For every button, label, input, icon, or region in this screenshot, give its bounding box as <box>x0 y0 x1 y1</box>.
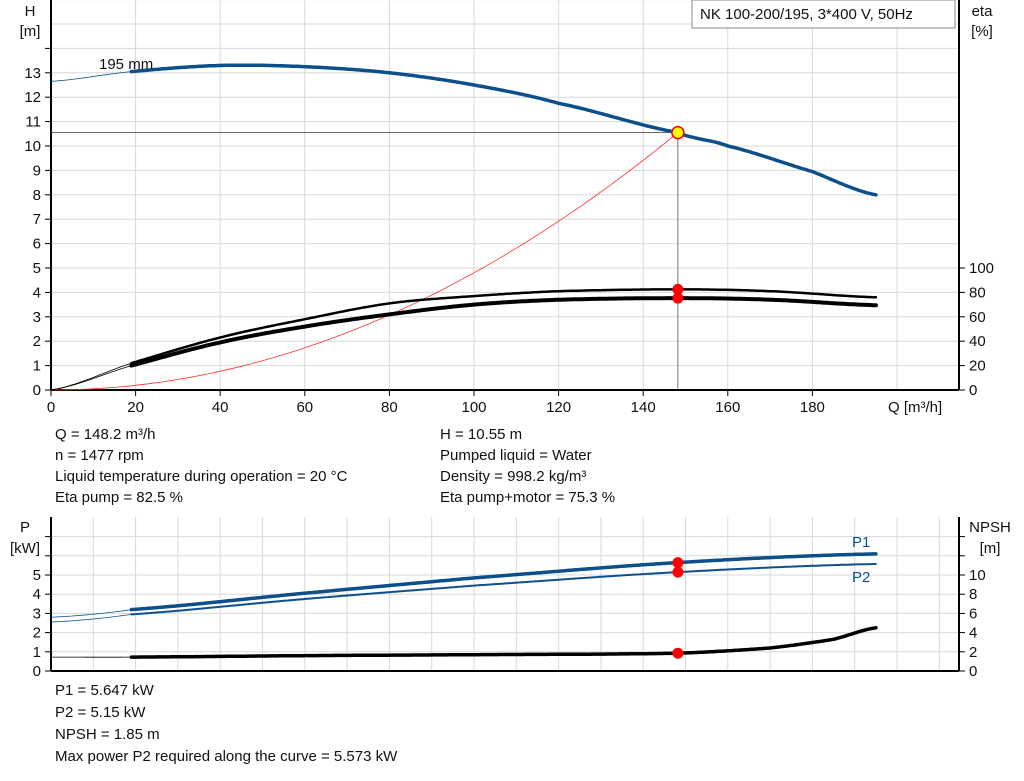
y-tick-label-right: 6 <box>969 605 977 622</box>
y-tick-label-right: 60 <box>969 309 986 326</box>
y-tick-label-left: 12 <box>24 89 41 106</box>
x-axis-label: Q [m³/h] <box>888 399 942 416</box>
eta-pump-motor-curve-extrapolated <box>50 365 132 391</box>
p2-label: P2 <box>852 569 870 586</box>
npsh-marker <box>672 647 684 659</box>
p1-curve <box>129 552 878 612</box>
y-tick-label-left: 4 <box>33 586 41 603</box>
p2-marker <box>672 566 684 578</box>
y-tick-label-left: 0 <box>33 382 41 399</box>
title-text: NK 100-200/195, 3*400 V, 50Hz <box>700 6 913 23</box>
y-tick-label-right: 80 <box>969 284 986 301</box>
y-tick-label-left: 10 <box>24 138 41 155</box>
info-temperature: Liquid temperature during operation = 20… <box>55 468 348 485</box>
p1-curve-extrapolated <box>50 609 132 618</box>
y-tick-label-left: 3 <box>33 309 41 326</box>
info-p2: P2 = 5.15 kW <box>55 704 146 721</box>
x-tick-label: 40 <box>212 399 229 416</box>
eta-pump-curve-extrapolated <box>50 362 132 391</box>
y-tick-label-left: 7 <box>33 211 41 228</box>
y-tick-label-left: 5 <box>33 567 41 584</box>
info-top-right: H = 10.55 m Pumped liquid = Water Densit… <box>440 424 615 508</box>
y-tick-label-left: 11 <box>25 114 41 131</box>
x-tick-label: 180 <box>800 399 825 416</box>
info-top-left: Q = 148.2 m³/h n = 1477 rpm Liquid tempe… <box>55 424 347 508</box>
y-tick-label-right: 10 <box>969 567 986 584</box>
duty-point-marker <box>671 125 685 140</box>
y-tick-label-left: 2 <box>33 333 41 350</box>
info-flow: Q = 148.2 m³/h <box>55 426 156 443</box>
y-axis-label-left: H <box>25 3 36 20</box>
y-tick-label-left: 2 <box>33 625 41 642</box>
y-tick-label-right: 100 <box>969 260 994 277</box>
p2-curve-extrapolated <box>50 614 132 623</box>
y-tick-label-left: 8 <box>33 187 41 204</box>
y-tick-label-left: 1 <box>33 358 41 375</box>
info-p1: P1 = 5.647 kW <box>55 682 154 699</box>
info-density: Density = 998.2 kg/m³ <box>440 468 587 485</box>
y-tick-label-right: 0 <box>969 382 977 399</box>
info-speed: n = 1477 rpm <box>55 447 144 464</box>
p2-curve <box>130 563 877 616</box>
y-tick-label-right: 2 <box>969 644 977 661</box>
y-tick-label-left: 13 <box>24 65 41 82</box>
y-tick-label-right: 40 <box>969 333 986 350</box>
y-tick-label-right: 20 <box>969 358 986 375</box>
x-tick-label: 80 <box>381 399 398 416</box>
y-axis-unit-right: [%] <box>971 23 993 40</box>
x-tick-label: 120 <box>546 399 571 416</box>
info-eta-pump-motor: Eta pump+motor = 75.3 % <box>440 489 616 506</box>
p1-marker <box>672 557 684 569</box>
info-bottom: P1 = 5.647 kW P2 = 5.15 kW NPSH = 1.85 m… <box>55 680 397 768</box>
y-tick-label-left: 5 <box>33 260 41 277</box>
y-tick-label-left: 4 <box>33 284 41 301</box>
y-axis-unit-left: [m] <box>20 23 41 40</box>
info-eta-pump: Eta pump = 82.5 % <box>55 489 183 506</box>
y-axis-label-right: NPSH <box>969 519 1011 536</box>
title-box <box>691 0 956 29</box>
y-tick-label-left: 1 <box>33 644 41 661</box>
y-axis-unit-left: [kW] <box>10 540 40 557</box>
y-axis-label-left: P <box>20 519 30 536</box>
x-tick-label: 160 <box>715 399 740 416</box>
system-curve <box>50 132 679 391</box>
pump-head-curve-extrapolated <box>50 71 132 82</box>
y-tick-label-left: 6 <box>33 236 41 253</box>
info-npsh: NPSH = 1.85 m <box>55 726 160 743</box>
eta-pump-motor-curve <box>129 296 878 368</box>
npsh-curve <box>129 626 878 659</box>
eta-pump-curve <box>130 288 878 365</box>
curve-label: 195 mm <box>99 56 153 73</box>
info-head: H = 10.55 m <box>440 426 523 443</box>
y-tick-label-left: 0 <box>33 663 41 680</box>
y-tick-label-right: 8 <box>969 586 977 603</box>
y-axis-unit-right: [m] <box>980 540 1001 557</box>
info-liquid: Pumped liquid = Water <box>440 447 592 464</box>
eta-pump-marker <box>672 283 684 295</box>
y-tick-label-right: 4 <box>969 625 977 642</box>
x-tick-label: 0 <box>47 399 55 416</box>
y-tick-label-right: 0 <box>969 663 977 680</box>
eta-pump-motor-marker <box>672 292 684 304</box>
y-axis-label-right: eta <box>972 3 994 20</box>
p1-label: P1 <box>852 534 870 551</box>
x-tick-label: 60 <box>296 399 313 416</box>
info-max-p2: Max power P2 required along the curve = … <box>55 748 398 765</box>
x-tick-label: 20 <box>127 399 144 416</box>
x-tick-label: 140 <box>631 399 656 416</box>
x-tick-label: 100 <box>461 399 486 416</box>
pump-head-curve <box>129 63 878 197</box>
y-tick-label-left: 3 <box>33 605 41 622</box>
y-tick-label-left: 9 <box>33 162 41 179</box>
